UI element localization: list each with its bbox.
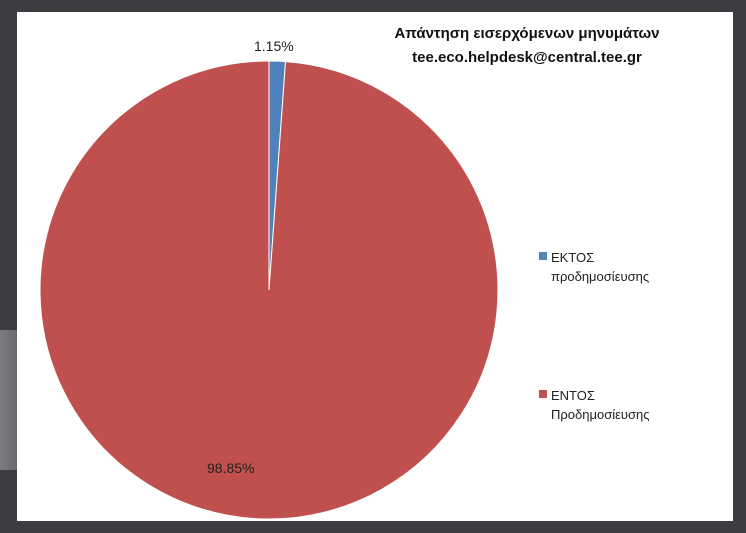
pie-chart bbox=[39, 60, 499, 520]
legend-swatch-entos bbox=[539, 390, 547, 398]
data-label-entos: 98.85% bbox=[207, 460, 255, 476]
legend-label-ektos-line1: ΕΚΤΟΣ bbox=[551, 250, 595, 265]
data-label-ektos: 1.15% bbox=[254, 38, 294, 54]
legend-label-entos-line1: ΕΝΤΟΣ bbox=[551, 388, 595, 403]
chart-title: Απάντηση εισερχόμενων μηνυμάτων tee.eco.… bbox=[337, 22, 717, 70]
pie-slice-entos bbox=[39, 60, 499, 520]
chart-title-line2: tee.eco.helpdesk@central.tee.gr bbox=[412, 49, 642, 66]
legend-swatch-ektos bbox=[539, 252, 547, 260]
legend-label-entos: ΕΝΤΟΣ Προδημοσίευσης bbox=[551, 386, 721, 424]
legend-label-ektos-line2: προδημοσίευσης bbox=[551, 269, 650, 284]
chart-title-line1: Απάντηση εισερχόμενων μηνυμάτων bbox=[394, 25, 660, 42]
chart-panel: Απάντηση εισερχόμενων μηνυμάτων tee.eco.… bbox=[17, 12, 733, 521]
legend-label-ektos: ΕΚΤΟΣ προδημοσίευσης bbox=[551, 248, 721, 286]
legend-label-entos-line2: Προδημοσίευσης bbox=[551, 407, 650, 422]
